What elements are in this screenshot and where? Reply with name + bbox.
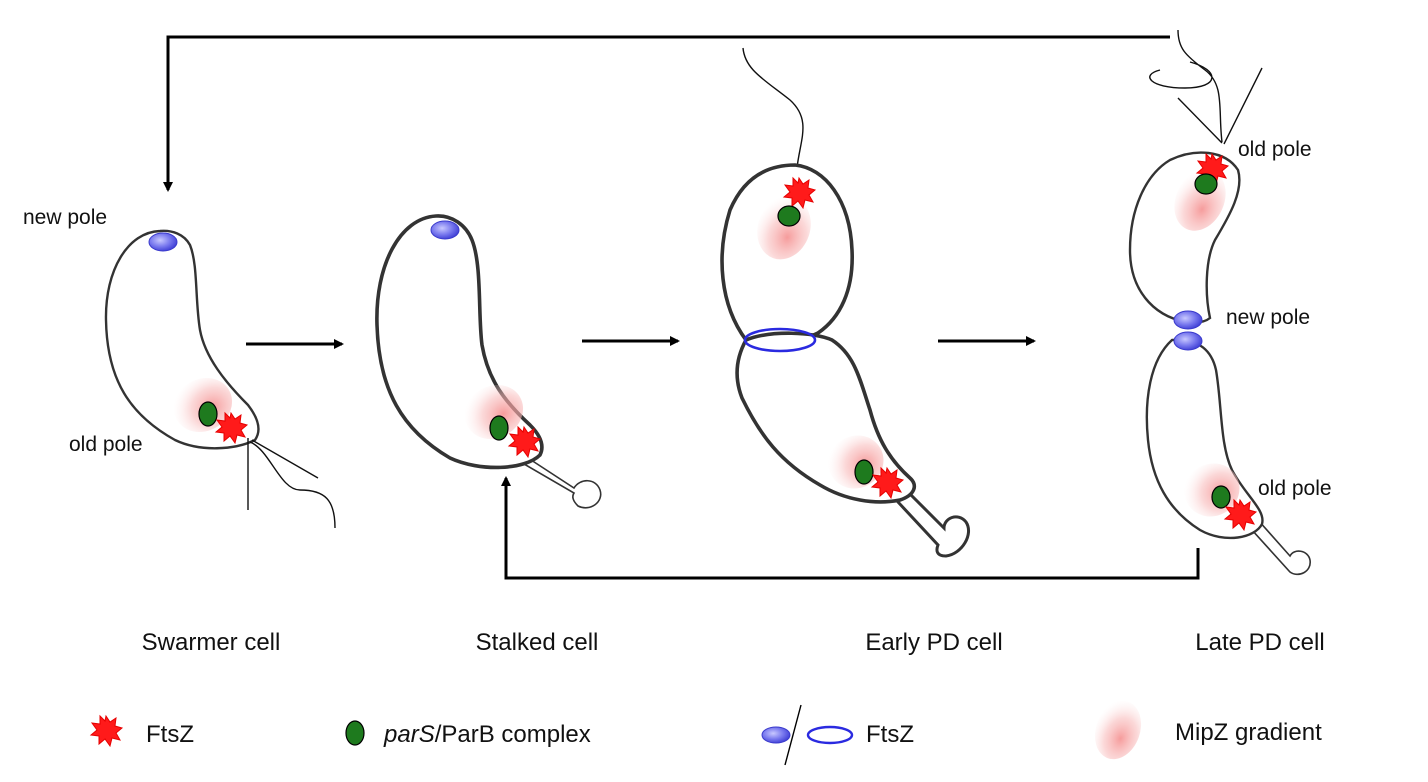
stage-label-early-pd: Early PD cell <box>865 629 1002 656</box>
stalked-cell <box>375 214 602 509</box>
parb-complex <box>777 205 801 227</box>
legend-parb-label-italic: parS <box>383 721 435 748</box>
stalk <box>522 456 602 509</box>
return-arrow-top <box>163 35 1170 192</box>
legend-ftsz-ring-label: FtsZ <box>866 721 914 748</box>
swarmer-new-pole-label: new pole <box>23 206 107 229</box>
legend-parb-label: parS/ParB complex <box>383 721 591 748</box>
parb-complex-icon <box>345 720 365 746</box>
parb-complex <box>489 415 509 441</box>
blue-ftsz-spot <box>1173 310 1203 330</box>
parb-complex <box>1211 485 1231 509</box>
early-pd-flagellum <box>742 47 804 169</box>
legend: FtsZ parS/ParB complex FtsZ MipZ gradien… <box>90 700 1322 766</box>
stage-label-stalked: Stalked cell <box>476 629 599 656</box>
ftsz-spot-icon <box>761 726 791 744</box>
parb-complex <box>1194 173 1218 195</box>
legend-ftsz-ring: FtsZ <box>761 704 914 766</box>
late-pd-cell: old pole new pole old pole <box>1128 29 1332 576</box>
ftsz-ring <box>743 327 817 353</box>
late-new-pole-label: new pole <box>1226 306 1310 329</box>
late-old-pole-bottom-label: old pole <box>1258 477 1332 500</box>
swarmer-flagellum <box>247 438 336 529</box>
legend-parb-label-rest: /ParB complex <box>435 721 591 748</box>
ftsz-ring-icon <box>806 725 854 745</box>
stage-label-late-pd: Late PD cell <box>1195 629 1324 656</box>
stalk <box>896 485 970 558</box>
return-arrow-bottom <box>501 476 1200 580</box>
legend-mipz-label: MipZ gradient <box>1175 719 1322 746</box>
mipz-gradient <box>464 384 524 440</box>
blue-ftsz-spot <box>430 220 460 240</box>
legend-ftsz-cluster: FtsZ <box>90 715 194 748</box>
late-pd-flagellum <box>1149 29 1263 145</box>
late-old-pole-top-label: old pole <box>1238 138 1312 161</box>
parb-complex <box>854 459 874 485</box>
legend-ftsz-cluster-label: FtsZ <box>146 721 194 748</box>
ftsz-cluster-icon <box>90 715 123 747</box>
blue-ftsz-spot <box>1173 331 1203 351</box>
mipz-gradient-icon <box>1094 700 1142 760</box>
swarmer-old-pole-label: old pole <box>69 433 143 456</box>
legend-parb-complex: parS/ParB complex <box>345 720 591 748</box>
early-pd-cell <box>720 47 970 558</box>
separator-slash <box>784 704 802 766</box>
stage-label-swarmer: Swarmer cell <box>142 629 281 656</box>
swarmer-cell: new pole old pole <box>23 206 336 529</box>
legend-mipz: MipZ gradient <box>1094 700 1322 760</box>
parb-complex <box>198 401 218 427</box>
stalk <box>1251 518 1311 576</box>
blue-ftsz-spot <box>148 232 178 252</box>
